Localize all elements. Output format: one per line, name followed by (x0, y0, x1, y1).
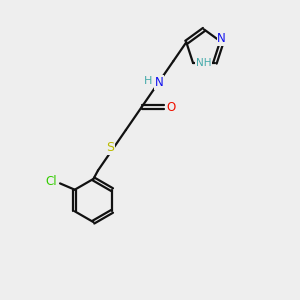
Text: O: O (166, 100, 176, 114)
Text: H: H (144, 76, 152, 85)
Text: N: N (217, 32, 226, 45)
Text: Cl: Cl (46, 176, 58, 188)
Text: N: N (154, 76, 164, 89)
Text: S: S (106, 141, 114, 154)
Text: NH: NH (196, 58, 211, 68)
